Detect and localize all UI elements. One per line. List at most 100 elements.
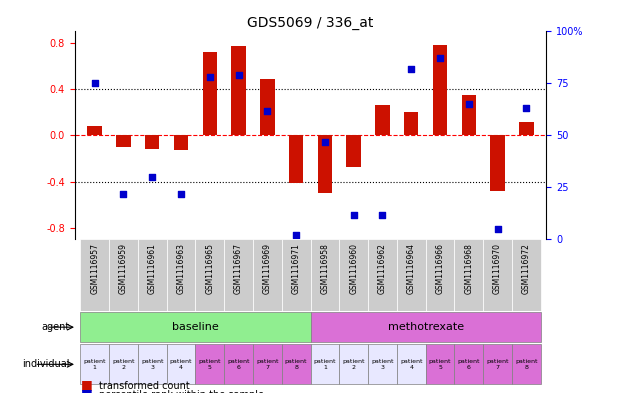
FancyBboxPatch shape — [166, 239, 196, 311]
Bar — [174, 136, 188, 151]
Text: ■: ■ — [81, 387, 93, 393]
Point — [435, 55, 445, 62]
Point — [320, 139, 330, 145]
Point — [119, 191, 129, 197]
FancyBboxPatch shape — [138, 344, 166, 384]
FancyBboxPatch shape — [80, 312, 310, 342]
Text: patient
7: patient 7 — [486, 359, 509, 370]
Text: GSM1116964: GSM1116964 — [407, 243, 415, 294]
Bar — [433, 45, 447, 136]
Bar — [375, 105, 389, 136]
Text: GSM1116961: GSM1116961 — [148, 243, 156, 294]
Text: patient
1: patient 1 — [314, 359, 336, 370]
FancyBboxPatch shape — [80, 239, 109, 311]
FancyBboxPatch shape — [368, 239, 397, 311]
Text: patient
4: patient 4 — [400, 359, 422, 370]
FancyBboxPatch shape — [196, 344, 224, 384]
Bar — [260, 79, 274, 136]
Text: patient
6: patient 6 — [458, 359, 480, 370]
Bar — [519, 121, 533, 136]
FancyBboxPatch shape — [166, 344, 196, 384]
Text: percentile rank within the sample: percentile rank within the sample — [99, 390, 265, 393]
FancyBboxPatch shape — [224, 344, 253, 384]
FancyBboxPatch shape — [253, 344, 282, 384]
Text: individual: individual — [22, 359, 70, 369]
FancyBboxPatch shape — [455, 239, 483, 311]
Text: patient
3: patient 3 — [141, 359, 163, 370]
Title: GDS5069 / 336_at: GDS5069 / 336_at — [247, 17, 374, 30]
Bar — [116, 136, 130, 147]
Text: GSM1116965: GSM1116965 — [206, 243, 214, 294]
Bar — [88, 126, 102, 136]
Point — [522, 105, 532, 112]
Bar — [202, 52, 217, 136]
Text: GSM1116959: GSM1116959 — [119, 243, 128, 294]
Bar — [347, 136, 361, 167]
FancyBboxPatch shape — [253, 239, 282, 311]
Text: patient
2: patient 2 — [342, 359, 365, 370]
Text: methotrexate: methotrexate — [388, 321, 464, 332]
Text: patient
2: patient 2 — [112, 359, 135, 370]
FancyBboxPatch shape — [80, 344, 109, 384]
Point — [464, 101, 474, 107]
Point — [176, 191, 186, 197]
Text: patient
7: patient 7 — [256, 359, 279, 370]
Text: patient
5: patient 5 — [199, 359, 221, 370]
Text: GSM1116971: GSM1116971 — [292, 243, 301, 294]
FancyBboxPatch shape — [282, 239, 310, 311]
Text: patient
3: patient 3 — [371, 359, 394, 370]
Text: patient
4: patient 4 — [170, 359, 193, 370]
Text: GSM1116960: GSM1116960 — [349, 243, 358, 294]
FancyBboxPatch shape — [512, 239, 541, 311]
Point — [492, 226, 502, 232]
Text: GSM1116968: GSM1116968 — [465, 243, 473, 294]
FancyBboxPatch shape — [397, 344, 425, 384]
FancyBboxPatch shape — [483, 239, 512, 311]
FancyBboxPatch shape — [339, 239, 368, 311]
Point — [205, 74, 215, 80]
Text: GSM1116969: GSM1116969 — [263, 243, 272, 294]
FancyBboxPatch shape — [425, 239, 455, 311]
FancyBboxPatch shape — [109, 239, 138, 311]
Bar — [404, 112, 419, 136]
Text: patient
1: patient 1 — [83, 359, 106, 370]
Text: GSM1116966: GSM1116966 — [435, 243, 445, 294]
Bar — [145, 136, 160, 149]
Text: GSM1116962: GSM1116962 — [378, 243, 387, 294]
Point — [378, 211, 388, 218]
Point — [406, 66, 416, 72]
FancyBboxPatch shape — [339, 344, 368, 384]
FancyBboxPatch shape — [397, 239, 425, 311]
FancyBboxPatch shape — [196, 239, 224, 311]
Point — [89, 80, 99, 86]
Text: transformed count: transformed count — [99, 381, 190, 391]
FancyBboxPatch shape — [310, 239, 339, 311]
FancyBboxPatch shape — [483, 344, 512, 384]
FancyBboxPatch shape — [310, 344, 339, 384]
Text: patient
6: patient 6 — [227, 359, 250, 370]
Point — [349, 211, 359, 218]
Text: patient
5: patient 5 — [428, 359, 451, 370]
FancyBboxPatch shape — [368, 344, 397, 384]
Text: GSM1116963: GSM1116963 — [176, 243, 186, 294]
Text: GSM1116970: GSM1116970 — [493, 243, 502, 294]
Point — [262, 107, 272, 114]
Bar — [461, 95, 476, 136]
Text: patient
8: patient 8 — [285, 359, 307, 370]
Text: baseline: baseline — [172, 321, 219, 332]
FancyBboxPatch shape — [425, 344, 455, 384]
Text: ■: ■ — [81, 378, 93, 391]
Text: GSM1116972: GSM1116972 — [522, 243, 531, 294]
Point — [233, 72, 243, 78]
FancyBboxPatch shape — [310, 312, 541, 342]
FancyBboxPatch shape — [138, 239, 166, 311]
FancyBboxPatch shape — [512, 344, 541, 384]
Bar — [289, 136, 303, 183]
FancyBboxPatch shape — [224, 239, 253, 311]
Text: GSM1116958: GSM1116958 — [320, 243, 329, 294]
FancyBboxPatch shape — [282, 344, 310, 384]
FancyBboxPatch shape — [109, 344, 138, 384]
Text: GSM1116967: GSM1116967 — [234, 243, 243, 294]
Bar — [491, 136, 505, 191]
Point — [147, 174, 157, 180]
